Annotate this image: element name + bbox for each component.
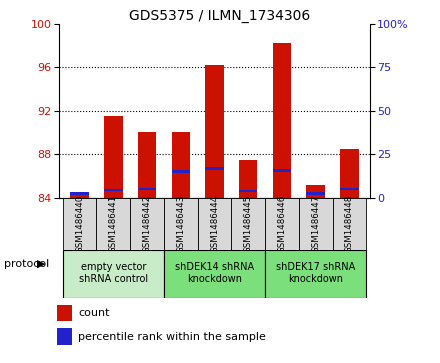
Bar xyxy=(172,170,190,173)
Text: GSM1486440: GSM1486440 xyxy=(75,195,84,253)
Bar xyxy=(306,192,325,195)
Bar xyxy=(164,250,265,298)
Text: percentile rank within the sample: percentile rank within the sample xyxy=(78,332,266,342)
Text: count: count xyxy=(78,308,110,318)
Text: GSM1486448: GSM1486448 xyxy=(345,195,354,253)
Bar xyxy=(172,132,190,198)
Bar xyxy=(96,198,130,250)
Bar xyxy=(70,192,89,198)
Text: protocol: protocol xyxy=(4,259,50,269)
Bar xyxy=(63,250,164,298)
Bar xyxy=(273,43,291,198)
Text: GDS5375 / ILMN_1734306: GDS5375 / ILMN_1734306 xyxy=(129,9,311,23)
Text: GSM1486445: GSM1486445 xyxy=(244,195,253,253)
Bar xyxy=(231,198,265,250)
Bar xyxy=(340,188,359,190)
Bar xyxy=(57,328,72,345)
Bar xyxy=(205,167,224,170)
Bar xyxy=(63,198,96,250)
Text: GSM1486446: GSM1486446 xyxy=(278,195,286,253)
Text: shDEK17 shRNA
knockdown: shDEK17 shRNA knockdown xyxy=(276,262,355,284)
Bar xyxy=(299,198,333,250)
Bar xyxy=(239,190,257,192)
Text: GSM1486444: GSM1486444 xyxy=(210,195,219,253)
Bar xyxy=(273,169,291,172)
Bar xyxy=(164,198,198,250)
Text: ▶: ▶ xyxy=(37,259,46,269)
Bar xyxy=(265,250,366,298)
Text: GSM1486443: GSM1486443 xyxy=(176,195,185,253)
Bar xyxy=(104,116,123,198)
Text: shDEK14 shRNA
knockdown: shDEK14 shRNA knockdown xyxy=(175,262,254,284)
Bar xyxy=(138,188,156,190)
Bar xyxy=(57,305,72,321)
Bar xyxy=(130,198,164,250)
Bar xyxy=(239,160,257,198)
Bar xyxy=(198,198,231,250)
Text: empty vector
shRNA control: empty vector shRNA control xyxy=(79,262,148,284)
Bar xyxy=(340,149,359,198)
Text: GSM1486442: GSM1486442 xyxy=(143,195,151,253)
Bar xyxy=(265,198,299,250)
Bar xyxy=(70,192,89,195)
Text: GSM1486441: GSM1486441 xyxy=(109,195,118,253)
Bar xyxy=(306,185,325,198)
Bar xyxy=(333,198,366,250)
Text: GSM1486447: GSM1486447 xyxy=(311,195,320,253)
Bar xyxy=(205,65,224,198)
Bar xyxy=(104,189,123,191)
Bar xyxy=(138,132,156,198)
